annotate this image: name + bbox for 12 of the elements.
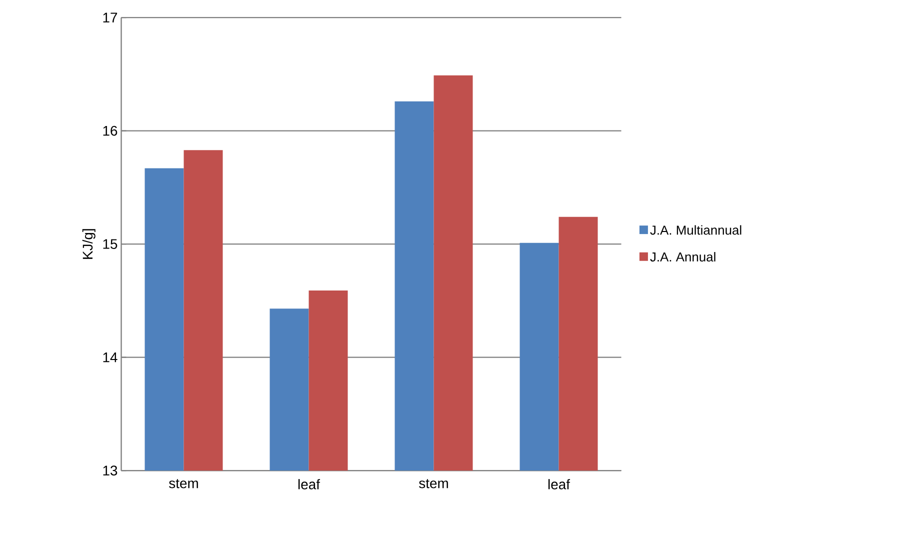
- x-tick-label: stem: [169, 479, 198, 488]
- legend-label: J.A. Multiannual: [650, 225, 742, 235]
- y-tick-label: 16: [103, 126, 118, 136]
- y-axis-title: KJ/g]: [82, 229, 96, 259]
- y-tick-label: 17: [103, 12, 118, 22]
- y-tick-label: 15: [103, 239, 118, 249]
- y-tick-label: 14: [103, 352, 118, 362]
- x-tick-label: leaf: [548, 479, 570, 490]
- y-tick-label: 13: [103, 466, 118, 476]
- legend-label: J.A. Annual: [650, 252, 716, 262]
- x-tick-label: stem: [419, 479, 448, 488]
- x-tick-label: leaf: [298, 479, 320, 490]
